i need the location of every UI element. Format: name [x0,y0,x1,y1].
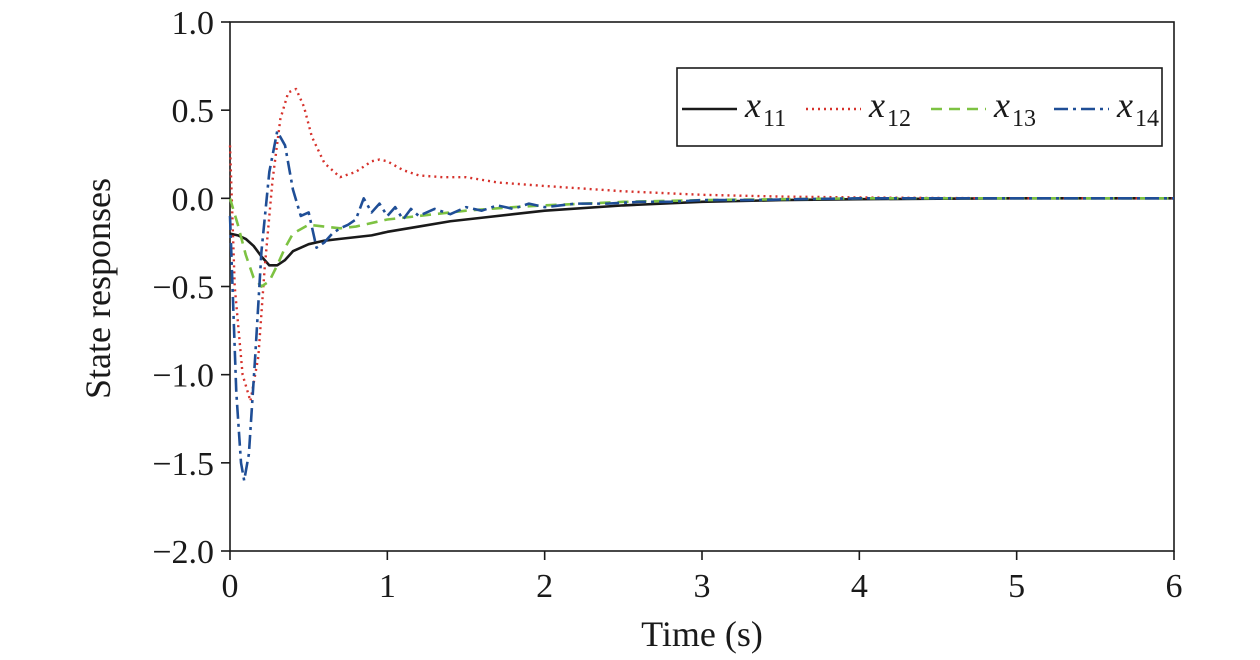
y-tick-label: −0.5 [152,270,214,307]
y-tick-label: 0.0 [172,181,215,218]
y-axis-title: State responses [78,178,118,399]
y-tick-label: −1.0 [152,358,214,395]
x-tick-label: 0 [222,568,239,605]
y-tick-label: 1.0 [172,5,215,42]
x-axis-ticks: 0 1 2 3 4 5 6 [222,551,1183,605]
legend-item-x14: x14 [1054,85,1159,132]
legend-label-main: x [993,85,1010,125]
y-tick-label: −2.0 [152,534,214,571]
legend-label: x11 [744,85,786,132]
legend-label-subscript: 14 [1135,106,1159,132]
y-axis-ticks: 1.0 0.5 0.0 −0.5 −1.0 −1.5 −2.0 [152,5,230,571]
x-tick-label: 2 [536,568,553,605]
legend-item-x12: x12 [806,85,911,132]
x-tick-label: 3 [694,568,711,605]
legend-label: x13 [993,85,1036,132]
legend-item-x11: x11 [682,85,786,132]
legend-label: x12 [868,85,911,132]
x-tick-label: 5 [1008,568,1025,605]
legend-label-main: x [868,85,885,125]
series-line-x11 [229,197,1174,267]
legend-items: x11 x12 x13 x14 [682,85,1159,132]
series-line-x14 [228,130,1174,482]
x-tick-label: 4 [851,568,868,605]
legend: x11 x12 x13 x14 [676,67,1163,147]
y-tick-label: −1.5 [152,446,214,483]
series-line-x12 [228,87,1174,403]
legend-label-subscript: 12 [887,106,911,132]
legend-label-main: x [1116,85,1133,125]
legend-item-x13: x13 [931,85,1036,132]
legend-box [676,67,1163,147]
legend-label: x14 [1116,85,1159,132]
legend-label-subscript: 13 [1012,106,1036,132]
y-tick-label: 0.5 [172,93,215,130]
x-tick-label: 1 [379,568,396,605]
legend-label-subscript: 11 [763,106,786,132]
x-tick-label: 6 [1166,568,1183,605]
legend-label-main: x [744,85,761,125]
series-layer [228,87,1174,482]
x-axis-title: Time (s) [641,614,763,654]
